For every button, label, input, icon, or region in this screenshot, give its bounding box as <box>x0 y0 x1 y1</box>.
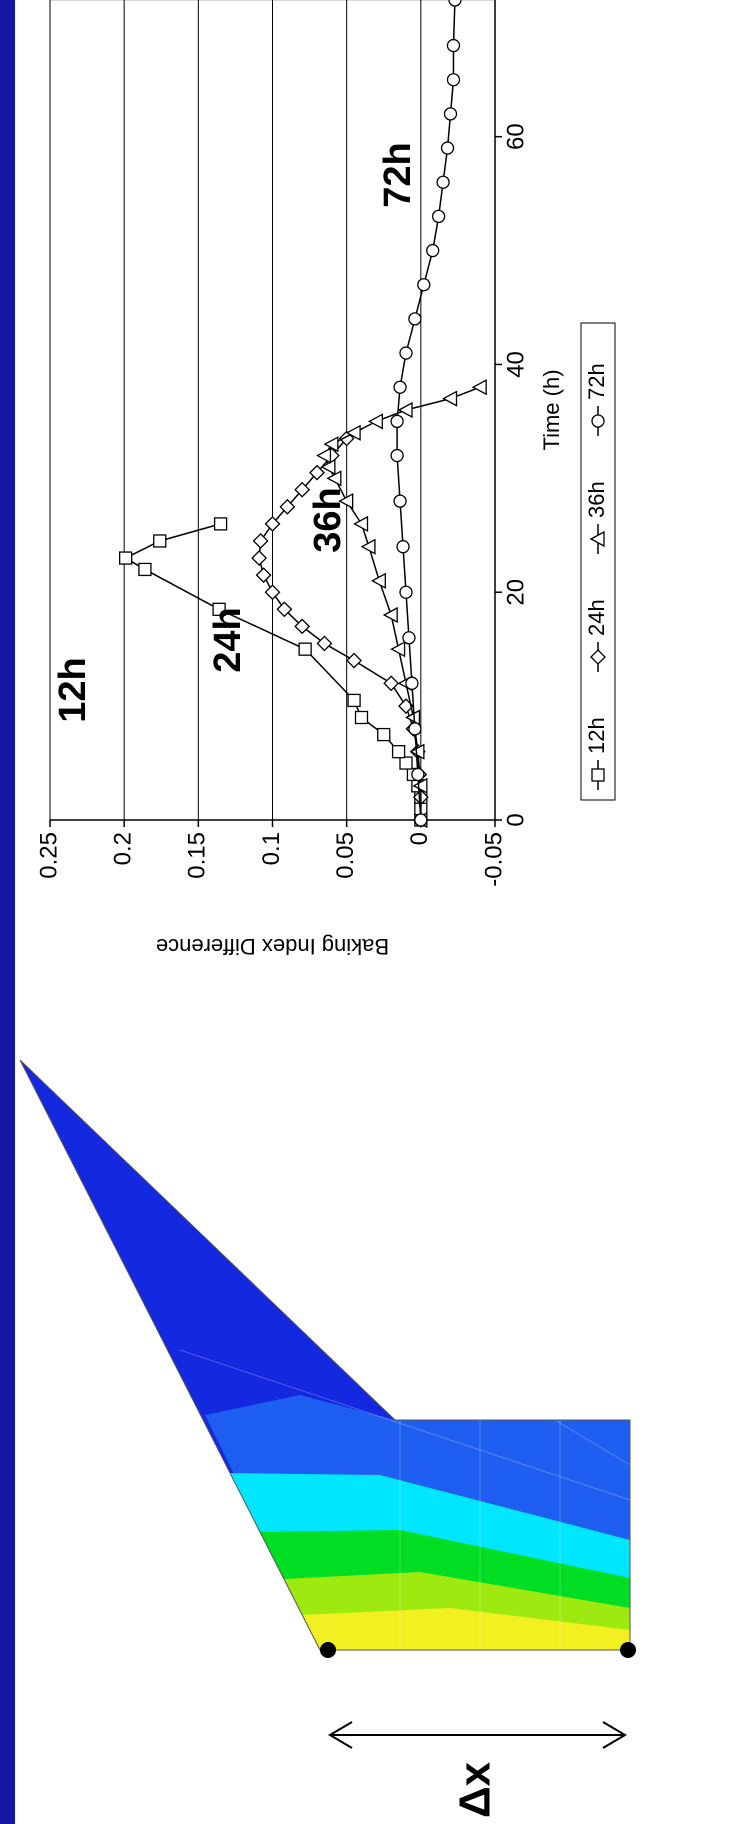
x-tick-label: 20 <box>502 579 529 606</box>
marker <box>154 535 166 547</box>
y-tick-label: 0.15 <box>184 832 211 879</box>
marker <box>393 746 405 758</box>
legend-label: 24h <box>584 599 609 636</box>
annotation: 24h <box>207 607 249 672</box>
y-tick-label: 0.2 <box>110 832 137 865</box>
marker <box>391 415 403 427</box>
annotation: 72h <box>377 142 419 207</box>
marker <box>406 677 418 689</box>
marker <box>409 723 421 735</box>
marker <box>299 643 311 655</box>
marker <box>415 814 427 826</box>
marker <box>445 108 457 120</box>
legend: 12h 24h 36h 72h <box>581 323 615 800</box>
x-axis-title: Time (h) <box>539 369 564 450</box>
figure: Δx -0.05 0 0.05 0.1 0.15 0.2 0.25 0 20 40 60 Time (… <box>0 0 740 1824</box>
y-tick-label: 0.05 <box>332 832 359 879</box>
marker <box>391 450 403 462</box>
marker <box>378 729 390 741</box>
left-border <box>0 0 15 1824</box>
y-tick-label: -0.05 <box>480 832 507 887</box>
x-tick-label: 0 <box>502 813 529 826</box>
marker <box>397 541 409 553</box>
x-tick-label: 60 <box>502 123 529 150</box>
x-tick-label: 40 <box>502 351 529 378</box>
marker <box>592 415 604 427</box>
marker <box>447 74 459 86</box>
marker <box>348 694 360 706</box>
y-axis-title: Baking Index Difference <box>156 934 389 959</box>
marker <box>394 381 406 393</box>
marker <box>433 210 445 222</box>
marker <box>139 563 151 575</box>
annotation: 36h <box>307 487 349 552</box>
legend-label: 72h <box>584 363 609 400</box>
node-dot <box>320 1642 336 1658</box>
marker <box>400 757 412 769</box>
dimension-label: Δx <box>451 1761 500 1818</box>
marker <box>409 313 421 325</box>
marker <box>592 769 604 781</box>
y-tick-label: 0 <box>406 832 433 845</box>
legend-label: 12h <box>584 717 609 754</box>
y-tick-label: 0.1 <box>258 832 285 865</box>
y-tick-label: 0.25 <box>35 832 62 879</box>
marker <box>418 279 430 291</box>
annotation: 12h <box>52 657 94 722</box>
marker <box>447 40 459 52</box>
marker <box>437 176 449 188</box>
legend-label: 36h <box>584 481 609 518</box>
marker <box>120 552 132 564</box>
node-dot <box>620 1642 636 1658</box>
marker <box>412 768 424 780</box>
marker <box>215 518 227 530</box>
marker <box>356 712 368 724</box>
marker <box>400 347 412 359</box>
marker <box>427 245 439 257</box>
page: Δx -0.05 0 0.05 0.1 0.15 0.2 0.25 0 20 40 60 Time (… <box>0 0 740 1824</box>
marker <box>400 586 412 598</box>
marker <box>442 142 454 154</box>
marker <box>394 495 406 507</box>
marker <box>403 632 415 644</box>
marker <box>449 0 461 6</box>
